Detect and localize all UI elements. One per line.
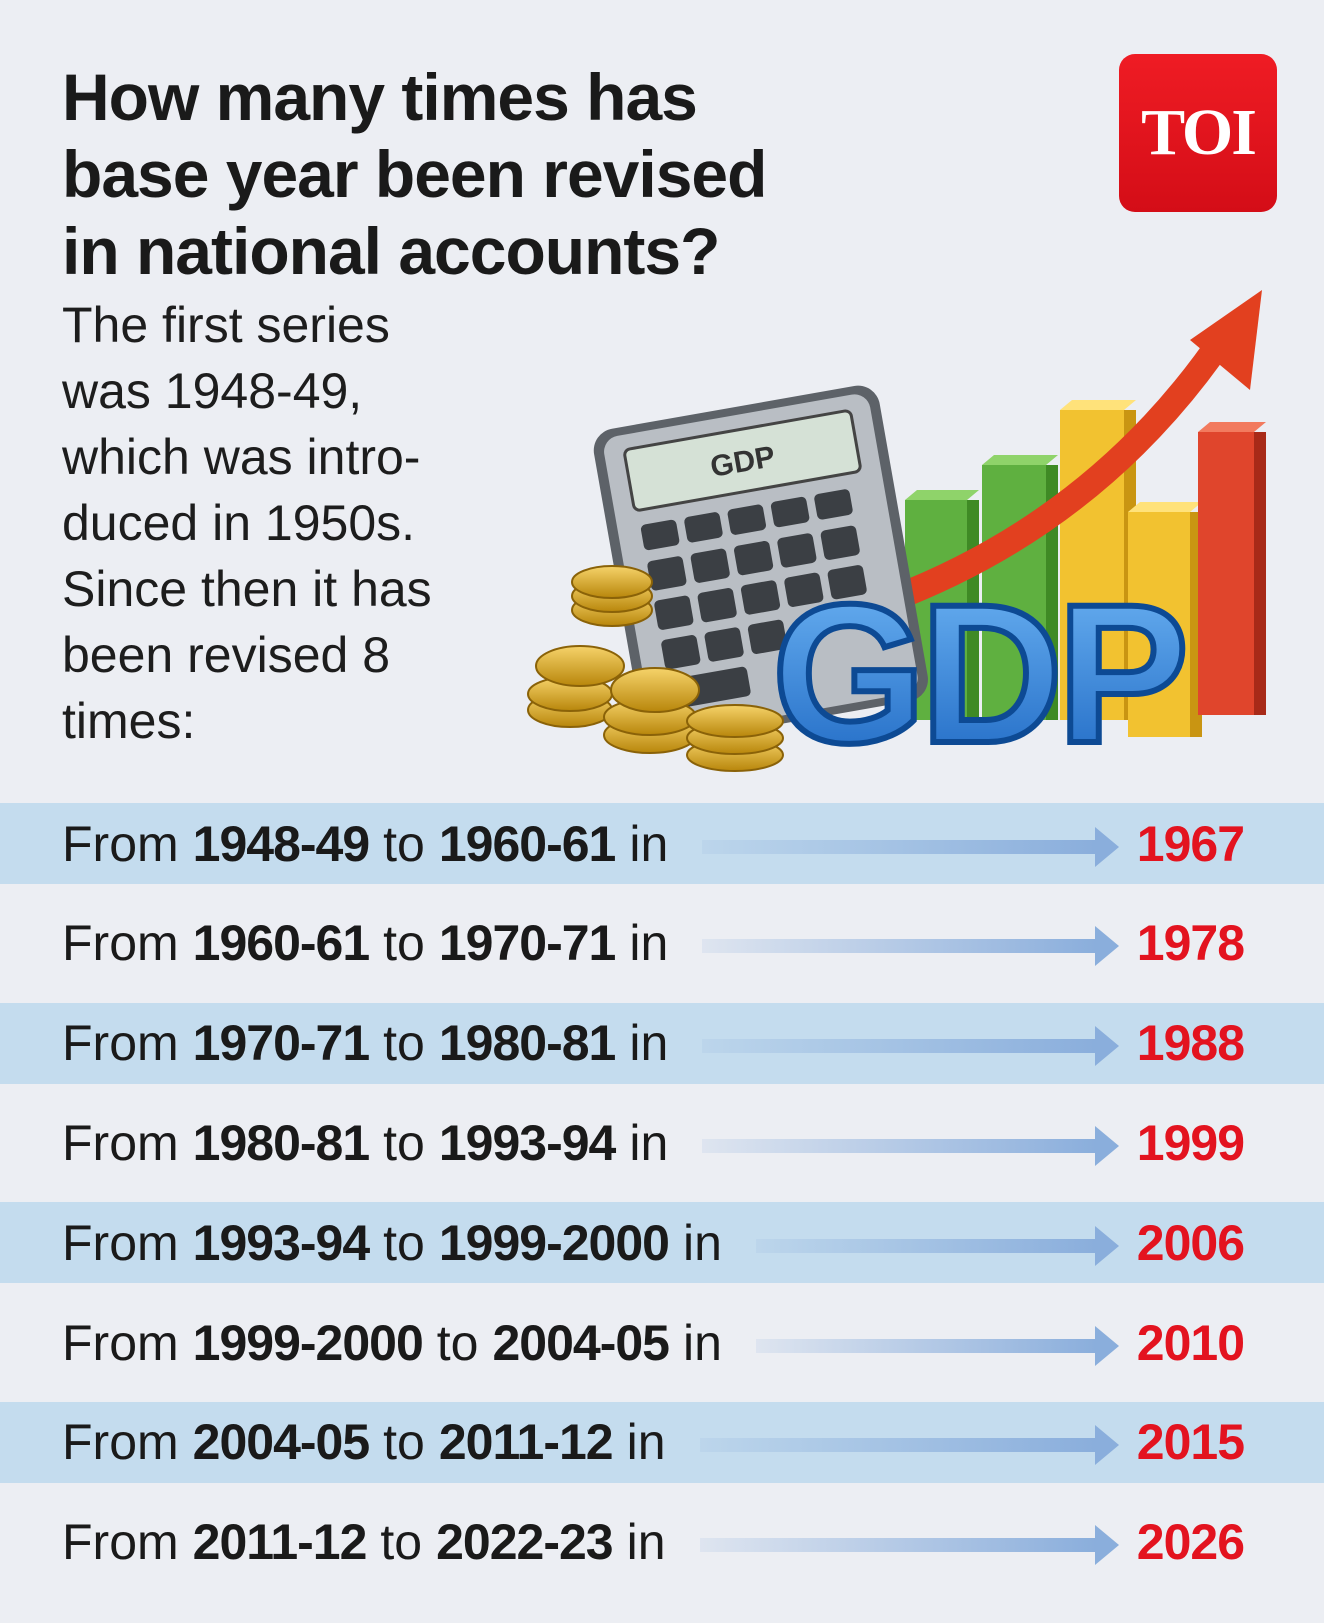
intro-line: duced in 1950s. [62,495,416,551]
arrow [755,1225,1119,1266]
to-word: to [436,1314,479,1371]
revision-year: 1999 [1136,1114,1245,1171]
in-word: in [682,1214,722,1271]
from-word: From [62,1514,179,1571]
to-word: to [383,1214,425,1271]
start-series: 2004-05 [192,1414,370,1471]
arrow [702,926,1120,967]
coins [527,565,784,772]
from-word: From [62,1414,179,1471]
intro-line: been revised 8 [62,627,391,683]
gdp-graphic-text: GDP [772,563,1183,784]
start-series: 1948-49 [192,815,370,872]
revision-row: From 1993-94 to 1999-2000 in 2006 [0,1202,1324,1284]
logo: TOI [1119,54,1277,212]
in-word: in [629,1015,669,1072]
in-word: in [626,1414,666,1471]
revision-year: 2026 [1136,1514,1245,1571]
revision-row: From 1948-49 to 1960-61 in 1967 [0,803,1324,884]
start-series: 1960-61 [192,915,370,972]
in-word: in [629,1114,669,1171]
intro-line: The first series [62,297,390,353]
end-series: 1970-71 [438,915,616,972]
from-word: From [62,1214,179,1271]
end-series: 1993-94 [438,1114,616,1171]
revision-row: From 1980-81 to 1993-94 in 1999 [0,1102,1324,1183]
in-word: in [629,915,669,972]
intro-line: Since then it has [62,561,432,617]
end-series: 2022-23 [436,1514,613,1571]
arrow [702,1125,1120,1166]
to-word: to [383,1114,425,1171]
title-line: base year been revised [62,137,767,211]
intro-line: which was intro- [62,429,421,485]
title-line: How many times has [62,60,698,134]
in-word: in [626,1514,666,1571]
in-word: in [629,815,669,872]
start-series: 1970-71 [192,1015,370,1072]
to-word: to [383,1414,425,1471]
start-series: 1993-94 [192,1214,370,1271]
revision-row: From 2004-05 to 2011-12 in 2015 [0,1401,1324,1483]
from-word: From [62,915,179,972]
intro-line: was 1948-49, [62,363,363,419]
revision-year: 1967 [1136,815,1245,872]
arrow [699,1425,1120,1466]
revision-row: From 1999-2000 to 2004-05 in 2010 [0,1302,1324,1383]
revision-year: 2006 [1136,1214,1245,1271]
trend-arrow-head [1190,290,1262,390]
revision-row: From 2011-12 to 2022-23 in 2026 [0,1502,1324,1583]
trend-arrow [885,327,1236,613]
end-series: 1980-81 [438,1015,616,1072]
in-word: in [682,1314,722,1371]
revision-row: From 1960-61 to 1970-71 in 1978 [0,903,1324,984]
end-series: 2004-05 [492,1314,669,1371]
revision-year: 2015 [1136,1414,1245,1471]
intro-line: times: [62,693,196,749]
title-line: in national accounts? [62,214,720,288]
from-word: From [62,1114,179,1171]
end-series: 2011-12 [438,1414,614,1471]
end-series: 1960-61 [438,815,616,872]
illustration: GDP GDP [527,290,1266,787]
calculator: GDP [593,385,928,745]
to-word: to [380,1514,423,1571]
start-series: 2011-12 [192,1514,368,1571]
start-series: 1999-2000 [192,1314,424,1371]
revision-year: 1988 [1136,1015,1245,1072]
from-word: From [62,815,179,872]
from-word: From [62,1015,179,1072]
to-word: to [383,1015,425,1072]
arrow [702,826,1120,867]
revision-year: 2010 [1136,1314,1245,1371]
revision-year: 1978 [1136,915,1245,972]
from-word: From [62,1314,179,1371]
end-series: 1999-2000 [438,1214,670,1271]
arrow [755,1325,1119,1366]
to-word: to [383,915,425,972]
arrow [702,1026,1120,1067]
start-series: 1980-81 [192,1114,370,1171]
to-word: to [383,815,425,872]
arrow [699,1525,1120,1566]
revision-row: From 1970-71 to 1980-81 in 1988 [0,1002,1324,1084]
